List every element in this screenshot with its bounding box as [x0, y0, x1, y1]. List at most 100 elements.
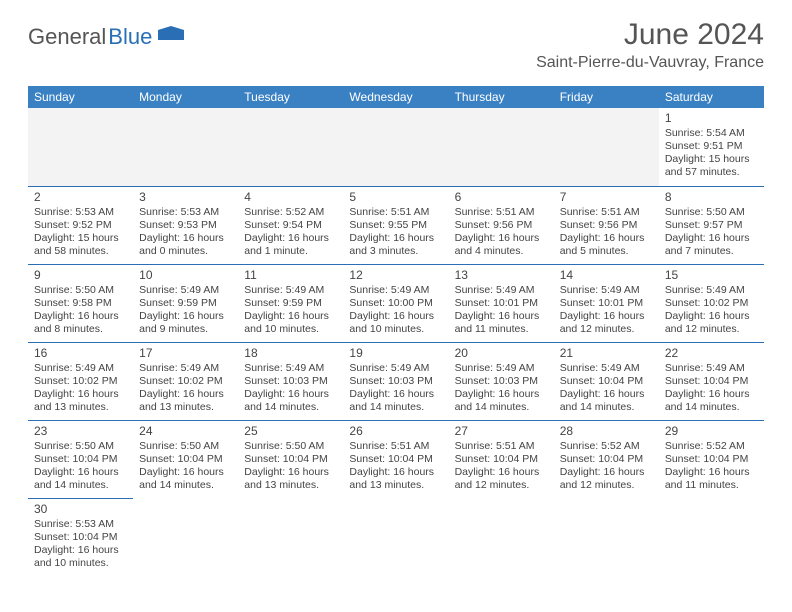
sunset-text: Sunset: 10:01 PM [455, 297, 548, 310]
day-cell: 14Sunrise: 5:49 AMSunset: 10:01 PMDaylig… [554, 264, 659, 342]
empty-cell [554, 498, 659, 576]
daylight-text: Daylight: 16 hours [34, 544, 127, 557]
day-cell: 8Sunrise: 5:50 AMSunset: 9:57 PMDaylight… [659, 186, 764, 264]
day-cell: 18Sunrise: 5:49 AMSunset: 10:03 PMDaylig… [238, 342, 343, 420]
empty-cell [449, 108, 554, 186]
sunset-text: Sunset: 10:04 PM [560, 375, 653, 388]
empty-cell [343, 108, 448, 186]
sunrise-text: Sunrise: 5:52 AM [560, 440, 653, 453]
day-header: Saturday [659, 86, 764, 108]
sunrise-text: Sunrise: 5:52 AM [244, 206, 337, 219]
day-cell: 1Sunrise: 5:54 AMSunset: 9:51 PMDaylight… [659, 108, 764, 186]
sunset-text: Sunset: 10:04 PM [665, 453, 758, 466]
sunset-text: Sunset: 10:02 PM [139, 375, 232, 388]
header: General Blue June 2024 Saint-Pierre-du-V… [0, 0, 792, 80]
daylight-text: and 3 minutes. [349, 245, 442, 258]
day-number: 12 [349, 268, 442, 283]
daylight-text: Daylight: 16 hours [665, 388, 758, 401]
empty-cell [133, 108, 238, 186]
day-number: 5 [349, 190, 442, 205]
daylight-text: Daylight: 16 hours [455, 466, 548, 479]
day-cell: 11Sunrise: 5:49 AMSunset: 9:59 PMDayligh… [238, 264, 343, 342]
sunset-text: Sunset: 10:04 PM [139, 453, 232, 466]
sunset-text: Sunset: 10:04 PM [665, 375, 758, 388]
flag-icon [158, 26, 184, 49]
daylight-text: and 14 minutes. [34, 479, 127, 492]
sunset-text: Sunset: 10:00 PM [349, 297, 442, 310]
daylight-text: Daylight: 16 hours [455, 232, 548, 245]
sunrise-text: Sunrise: 5:49 AM [139, 362, 232, 375]
daylight-text: and 8 minutes. [34, 323, 127, 336]
daylight-text: and 14 minutes. [560, 401, 653, 414]
sunrise-text: Sunrise: 5:53 AM [139, 206, 232, 219]
day-number: 14 [560, 268, 653, 283]
empty-cell [554, 108, 659, 186]
sunset-text: Sunset: 9:56 PM [560, 219, 653, 232]
sunset-text: Sunset: 10:04 PM [34, 453, 127, 466]
sunset-text: Sunset: 9:55 PM [349, 219, 442, 232]
day-number: 13 [455, 268, 548, 283]
daylight-text: and 13 minutes. [349, 479, 442, 492]
day-cell: 4Sunrise: 5:52 AMSunset: 9:54 PMDaylight… [238, 186, 343, 264]
daylight-text: Daylight: 16 hours [455, 388, 548, 401]
day-cell: 29Sunrise: 5:52 AMSunset: 10:04 PMDaylig… [659, 420, 764, 498]
day-header: Wednesday [343, 86, 448, 108]
sunrise-text: Sunrise: 5:49 AM [139, 284, 232, 297]
daylight-text: and 1 minute. [244, 245, 337, 258]
day-cell: 20Sunrise: 5:49 AMSunset: 10:03 PMDaylig… [449, 342, 554, 420]
daylight-text: Daylight: 16 hours [244, 310, 337, 323]
daylight-text: Daylight: 16 hours [34, 388, 127, 401]
daylight-text: Daylight: 16 hours [139, 388, 232, 401]
day-number: 7 [560, 190, 653, 205]
day-number: 17 [139, 346, 232, 361]
sunrise-text: Sunrise: 5:49 AM [244, 284, 337, 297]
logo-text-dark: General [28, 24, 106, 50]
daylight-text: and 13 minutes. [244, 479, 337, 492]
sunrise-text: Sunrise: 5:50 AM [244, 440, 337, 453]
day-number: 8 [665, 190, 758, 205]
daylight-text: and 5 minutes. [560, 245, 653, 258]
sunrise-text: Sunrise: 5:49 AM [665, 284, 758, 297]
daylight-text: and 13 minutes. [139, 401, 232, 414]
sunrise-text: Sunrise: 5:51 AM [455, 440, 548, 453]
sunset-text: Sunset: 10:01 PM [560, 297, 653, 310]
daylight-text: and 57 minutes. [665, 166, 758, 179]
daylight-text: Daylight: 16 hours [139, 232, 232, 245]
sunset-text: Sunset: 9:56 PM [455, 219, 548, 232]
sunrise-text: Sunrise: 5:51 AM [349, 206, 442, 219]
day-cell: 9Sunrise: 5:50 AMSunset: 9:58 PMDaylight… [28, 264, 133, 342]
day-cell: 24Sunrise: 5:50 AMSunset: 10:04 PMDaylig… [133, 420, 238, 498]
sunrise-text: Sunrise: 5:52 AM [665, 440, 758, 453]
sunrise-text: Sunrise: 5:49 AM [560, 362, 653, 375]
sunset-text: Sunset: 9:57 PM [665, 219, 758, 232]
daylight-text: and 4 minutes. [455, 245, 548, 258]
sunrise-text: Sunrise: 5:53 AM [34, 518, 127, 531]
daylight-text: and 12 minutes. [455, 479, 548, 492]
day-number: 30 [34, 502, 127, 517]
daylight-text: Daylight: 15 hours [34, 232, 127, 245]
empty-cell [133, 498, 238, 576]
day-cell: 30Sunrise: 5:53 AMSunset: 10:04 PMDaylig… [28, 498, 133, 576]
empty-cell [343, 498, 448, 576]
daylight-text: and 10 minutes. [349, 323, 442, 336]
sunset-text: Sunset: 10:04 PM [349, 453, 442, 466]
daylight-text: Daylight: 16 hours [560, 232, 653, 245]
day-number: 10 [139, 268, 232, 283]
sunset-text: Sunset: 9:53 PM [139, 219, 232, 232]
day-number: 6 [455, 190, 548, 205]
day-number: 25 [244, 424, 337, 439]
day-cell: 7Sunrise: 5:51 AMSunset: 9:56 PMDaylight… [554, 186, 659, 264]
logo-text-blue: Blue [108, 24, 152, 50]
empty-cell [449, 498, 554, 576]
daylight-text: and 14 minutes. [349, 401, 442, 414]
sunset-text: Sunset: 9:52 PM [34, 219, 127, 232]
sunset-text: Sunset: 9:54 PM [244, 219, 337, 232]
daylight-text: Daylight: 16 hours [139, 310, 232, 323]
sunset-text: Sunset: 9:59 PM [244, 297, 337, 310]
day-cell: 16Sunrise: 5:49 AMSunset: 10:02 PMDaylig… [28, 342, 133, 420]
sunset-text: Sunset: 10:04 PM [455, 453, 548, 466]
empty-cell [238, 498, 343, 576]
sunrise-text: Sunrise: 5:50 AM [34, 284, 127, 297]
day-number: 28 [560, 424, 653, 439]
sunrise-text: Sunrise: 5:49 AM [665, 362, 758, 375]
